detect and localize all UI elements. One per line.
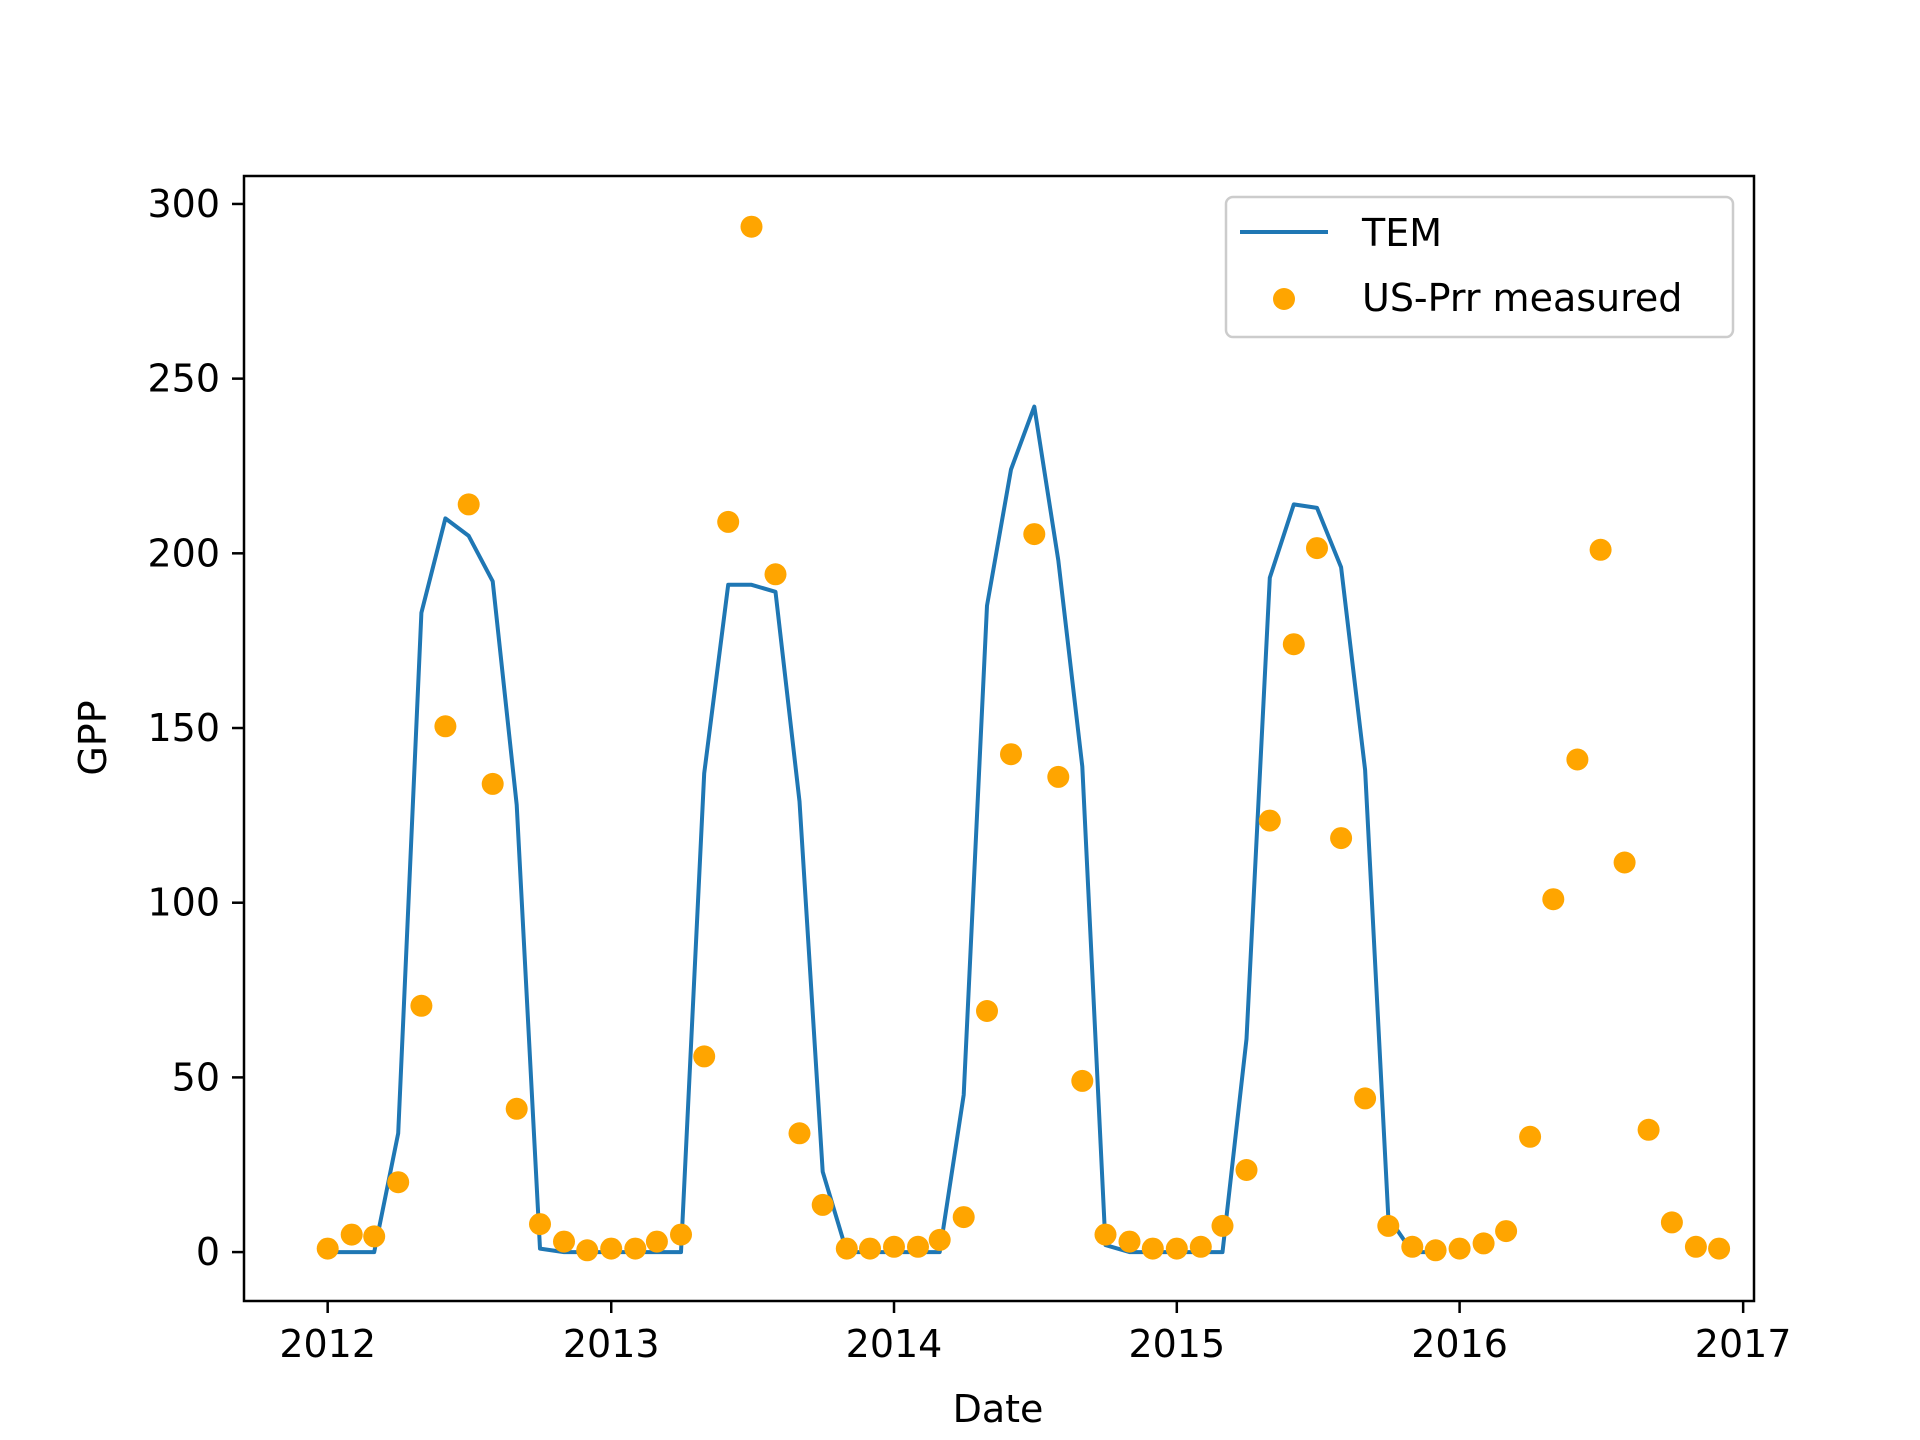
x-tick-label: 2017 (1695, 1322, 1792, 1366)
y-tick-label: 50 (172, 1055, 220, 1099)
measured-point (1047, 765, 1070, 788)
measured-point (1377, 1214, 1400, 1237)
measured-point (1495, 1220, 1518, 1243)
measured-point (1613, 851, 1636, 874)
y-tick-label: 150 (147, 706, 220, 750)
y-axis-ticks: 0 50 100 150 200 250 300 (147, 182, 244, 1274)
y-tick-label: 250 (147, 357, 220, 401)
measured-point (410, 994, 433, 1017)
measured-point (928, 1228, 951, 1251)
measured-point (1235, 1159, 1258, 1181)
measured-point (1566, 748, 1589, 771)
measured-point (505, 1097, 528, 1120)
x-axis-label: Date (953, 1387, 1044, 1431)
measured-point (624, 1237, 647, 1260)
measured-point (693, 1045, 716, 1068)
x-tick-label: 2014 (846, 1322, 943, 1366)
measured-point (1189, 1235, 1212, 1258)
measured-point (907, 1235, 929, 1258)
measured-point (811, 1193, 834, 1216)
y-axis-label: GPP (71, 700, 115, 775)
measured-point (1401, 1235, 1424, 1258)
y-tick-label: 100 (147, 881, 220, 925)
legend-measured-swatch (1273, 288, 1295, 310)
measured-point (1448, 1237, 1471, 1260)
measured-point (740, 215, 763, 238)
measured-point (788, 1122, 811, 1145)
measured-point (976, 1000, 998, 1022)
measured-point (1071, 1069, 1094, 1092)
measured-point (387, 1171, 410, 1194)
measured-point (1118, 1230, 1141, 1253)
x-axis-ticks: 2012 2013 2014 2015 2016 2017 (279, 1301, 1792, 1366)
measured-point (1542, 888, 1565, 911)
measured-point (1211, 1214, 1234, 1237)
measured-point (764, 563, 787, 586)
measured-point (1660, 1211, 1683, 1234)
legend-measured-label: US-Prr measured (1362, 276, 1682, 320)
legend: TEM US-Prr measured (1224, 195, 1735, 339)
y-tick-label: 300 (147, 182, 220, 226)
measured-point (340, 1223, 363, 1246)
y-tick-label: 0 (196, 1230, 220, 1274)
measured-point (1258, 809, 1281, 832)
measured-point (1282, 633, 1305, 656)
measured-point (1354, 1087, 1377, 1110)
measured-point (1637, 1118, 1660, 1141)
measured-point (1023, 523, 1046, 546)
measured-point (434, 715, 457, 738)
x-tick-label: 2013 (563, 1322, 660, 1366)
measured-point (481, 772, 504, 795)
measured-point (859, 1237, 881, 1260)
x-tick-label: 2012 (279, 1322, 376, 1366)
measured-point (835, 1237, 858, 1260)
plot-area (244, 176, 1754, 1301)
measured-point (1141, 1237, 1164, 1260)
measured-point (1165, 1237, 1188, 1260)
measured-point (1519, 1125, 1542, 1148)
measured-point (1000, 743, 1022, 766)
measured-point (553, 1230, 575, 1253)
measured-points (316, 215, 1731, 1262)
legend-box (1224, 195, 1735, 339)
measured-point (717, 510, 740, 533)
measured-point (1306, 537, 1328, 560)
measured-point (457, 493, 480, 516)
x-tick-label: 2015 (1128, 1322, 1225, 1366)
measured-point (529, 1213, 551, 1236)
measured-point (1330, 827, 1353, 850)
measured-point (1424, 1239, 1447, 1262)
measured-point (952, 1206, 975, 1229)
legend-tem-label: TEM (1361, 211, 1442, 255)
measured-point (316, 1237, 339, 1260)
plot-frame (242, 174, 1756, 1303)
measured-point (670, 1223, 692, 1246)
measured-point (363, 1225, 386, 1248)
y-tick-label: 200 (147, 531, 220, 575)
series-layer (316, 215, 1731, 1262)
measured-point (1094, 1223, 1117, 1246)
measured-point (645, 1230, 668, 1253)
measured-point (1708, 1237, 1731, 1260)
measured-point (1589, 538, 1612, 561)
measured-point (883, 1235, 905, 1258)
x-tick-label: 2016 (1411, 1322, 1508, 1366)
measured-point (1684, 1235, 1707, 1258)
measured-point (576, 1239, 599, 1262)
measured-point (1472, 1232, 1495, 1255)
tem-series-line (325, 404, 1438, 1255)
measured-point (600, 1237, 623, 1260)
